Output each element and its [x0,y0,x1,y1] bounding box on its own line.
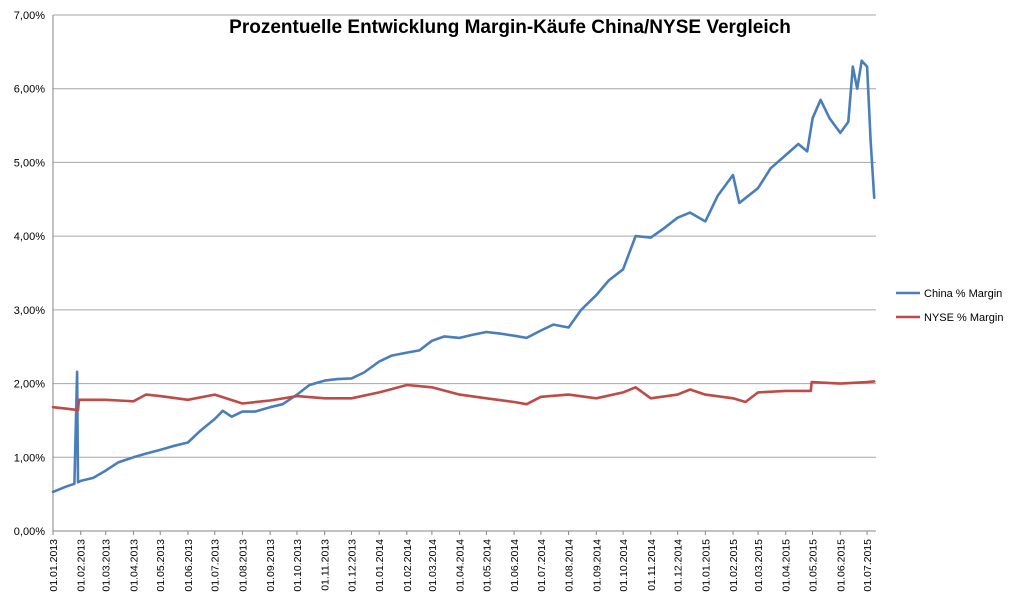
x-tick-label: 01.07.2014 [536,539,548,592]
series-line [51,59,876,494]
x-tick-label: 01.11.2013 [320,539,332,591]
x-axis-ticks: 01.01.2013 01.02.2013 01.03.2013 01.04.2013… [48,531,874,592]
x-tick-label: 01.08.2013 [237,539,249,592]
y-tick-label: 0,00% [14,526,45,538]
x-tick-label: 01.06.2015 [835,539,847,592]
x-tick-label: 01.01.2013 [48,539,60,592]
x-tick-label: 01.12.2013 [346,539,358,592]
x-tick-label: 01.01.2014 [374,539,386,592]
x-tick-label: 01.02.2013 [76,539,88,592]
legend-label: NYSE % Margin [924,312,1003,324]
y-tick-label: 4,00% [14,231,45,243]
y-tick-label: 2,00% [14,379,45,391]
x-tick-label: 01.05.2013 [155,539,167,592]
series-line [51,380,876,412]
legend: China % Margin NYSE % Margin [896,288,1003,324]
gridlines [52,14,876,532]
x-tick-label: 01.03.2015 [753,539,765,592]
y-axis-ticks: 0,00% 1,00% 2,00% 3,00% 4,00% 5,00% 6,00% 7,00% [14,10,45,538]
x-tick-label: 01.04.2014 [455,539,467,592]
x-tick-label: 01.02.2014 [402,539,414,592]
x-tick-label: 01.10.2014 [618,539,630,592]
x-tick-label: 01.09.2014 [591,539,603,592]
x-tick-label: 01.05.2014 [481,539,493,592]
x-tick-label: 01.06.2013 [183,539,195,592]
x-tick-label: 01.04.2013 [128,539,140,592]
y-tick-label: 1,00% [14,452,45,464]
x-tick-label: 01.03.2014 [427,539,439,592]
x-tick-label: 01.02.2015 [728,539,740,592]
y-tick-label: 3,00% [14,305,45,317]
x-tick-label: 01.12.2014 [673,539,685,592]
x-tick-label: 01.06.2014 [509,539,521,592]
x-tick-label: 01.08.2014 [564,539,576,592]
x-tick-label: 01.11.2014 [646,539,658,591]
y-tick-label: 5,00% [14,157,45,169]
x-tick-label: 01.07.2015 [862,539,874,592]
x-tick-label: 01.10.2013 [292,539,304,592]
x-tick-label: 01.04.2015 [781,539,793,592]
legend-label: China % Margin [924,288,1002,300]
x-tick-label: 01.07.2013 [210,539,222,592]
y-tick-label: 7,00% [14,10,45,22]
x-tick-label: 01.03.2013 [101,539,113,592]
chart-title: Prozentuelle Entwicklung Margin-Käufe Ch… [229,17,791,38]
series-lines [51,59,876,494]
x-tick-label: 01.01.2015 [700,539,712,592]
y-tick-label: 6,00% [14,84,45,96]
x-tick-label: 01.05.2015 [808,539,820,592]
x-tick-label: 01.09.2013 [265,539,277,592]
